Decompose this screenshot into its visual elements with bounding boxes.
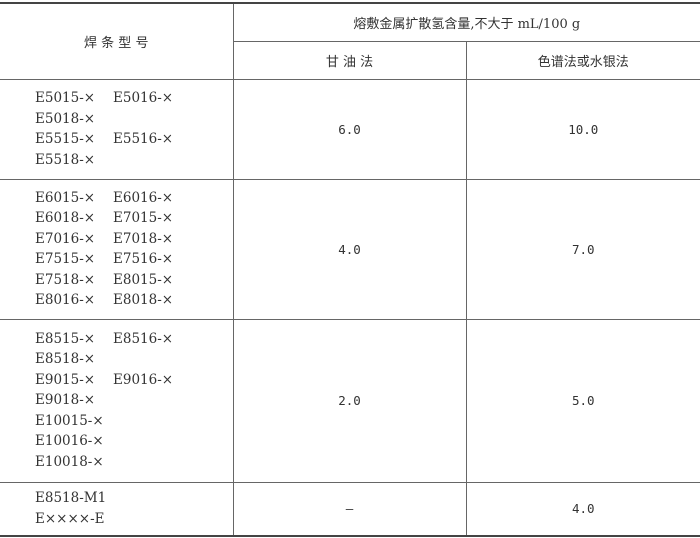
electrode-model: E8515-× [35,330,96,347]
electrode-model: E7016-× [35,230,96,247]
electrode-model: E8018-× [113,292,174,308]
model-line: E8518-× [35,349,233,370]
model-line: E5515-× E5516-× [35,129,233,150]
electrode-model: E8518-× [35,351,96,368]
chromatography-value: 7.0 [465,178,700,320]
electrode-model: E9018-× [35,392,96,409]
electrode-model: E8518-M1 [35,490,107,507]
electrode-models-cell: E6015-× E6016-× E6018-× E7015-× E7016-× E7018… [0,178,234,320]
electrode-model: E7015-× [113,210,174,226]
table-row: E6015-× E6016-× E6018-× E7015-× E7016-× E7018… [0,178,700,320]
model-line: E7515-× E7516-× [35,249,233,270]
model-line: E8016-× E8018-× [35,290,233,311]
chromatography-value: 4.0 [465,481,700,537]
header-chromatography-method: 色谱法或水银法 [465,40,700,80]
table-row: E8515-× E8516-× E8518-× E9015-× E9016-× E9018… [0,318,700,483]
electrode-model: E10016-× [35,433,104,450]
model-line: E8518-M1 [35,488,233,509]
model-line: E6018-× E7015-× [35,208,233,229]
electrode-models-cell: E5015-× E5016-× E5018-× E5515-× E5516-× E5518… [0,78,234,180]
model-line: E8515-× E8516-× [35,329,233,350]
glycerin-value: 6.0 [232,78,467,180]
electrode-model: E5515-× [35,131,96,147]
model-line: E5518-× [35,150,233,171]
header-diffusible-hydrogen: 熔敷金属扩散氢含量,不大于 mL/100 g [232,2,700,42]
electrode-model: E7518-× [35,271,96,288]
electrode-model: E7515-× [35,251,96,267]
electrode-model: E8015-× [113,271,174,288]
electrode-model: E××××-E [35,510,105,527]
header-electrode-model: 焊 条 型 号 [0,2,234,80]
glycerin-value: 4.0 [232,178,467,320]
electrode-models-cell: E8518-M1 E××××-E [0,481,234,537]
chromatography-value: 10.0 [465,78,700,180]
electrode-model: E6015-× [35,189,96,206]
table-row: E5015-× E5016-× E5018-× E5515-× E5516-× E5518… [0,78,700,180]
electrode-model: E10015-× [35,412,104,429]
model-line: E5018-× [35,109,233,130]
model-line: E9015-× E9016-× [35,370,233,391]
electrode-model: E5015-× [35,90,96,106]
electrode-model: E9015-× [35,371,96,388]
electrode-model: E9016-× [113,371,174,388]
model-line: E7518-× E8015-× [35,270,233,291]
electrode-model: E7018-× [113,230,174,247]
electrode-model: E10018-× [35,453,104,470]
electrode-model: E7516-× [113,251,174,267]
electrode-model: E5516-× [113,131,174,147]
model-line: E10018-× [35,452,233,473]
glycerin-value: — [232,481,467,537]
model-line: E9018-× [35,390,233,411]
electrode-model: E6018-× [35,210,96,226]
chromatography-value: 5.0 [465,318,700,483]
header-glycerin-method: 甘 油 法 [233,40,467,80]
model-line: E6015-× E6016-× [35,188,233,209]
electrode-model: E5018-× [35,110,96,127]
model-line: E5015-× E5016-× [35,88,233,109]
model-line: E7016-× E7018-× [35,229,233,250]
model-line: E10015-× [35,411,233,432]
electrode-model: E5518-× [35,151,96,168]
electrode-model: E8016-× [35,292,96,308]
electrode-model: E8516-× [113,330,174,347]
glycerin-value: 2.0 [232,318,467,483]
model-line: E10016-× [35,431,233,452]
electrode-model: E5016-× [113,90,174,106]
electrode-model: E6016-× [113,189,174,206]
model-line: E××××-E [35,509,233,530]
electrode-models-cell: E8515-× E8516-× E8518-× E9015-× E9016-× E9018… [0,318,234,483]
table-row: E8518-M1 E××××-E —4.0 [0,481,700,537]
